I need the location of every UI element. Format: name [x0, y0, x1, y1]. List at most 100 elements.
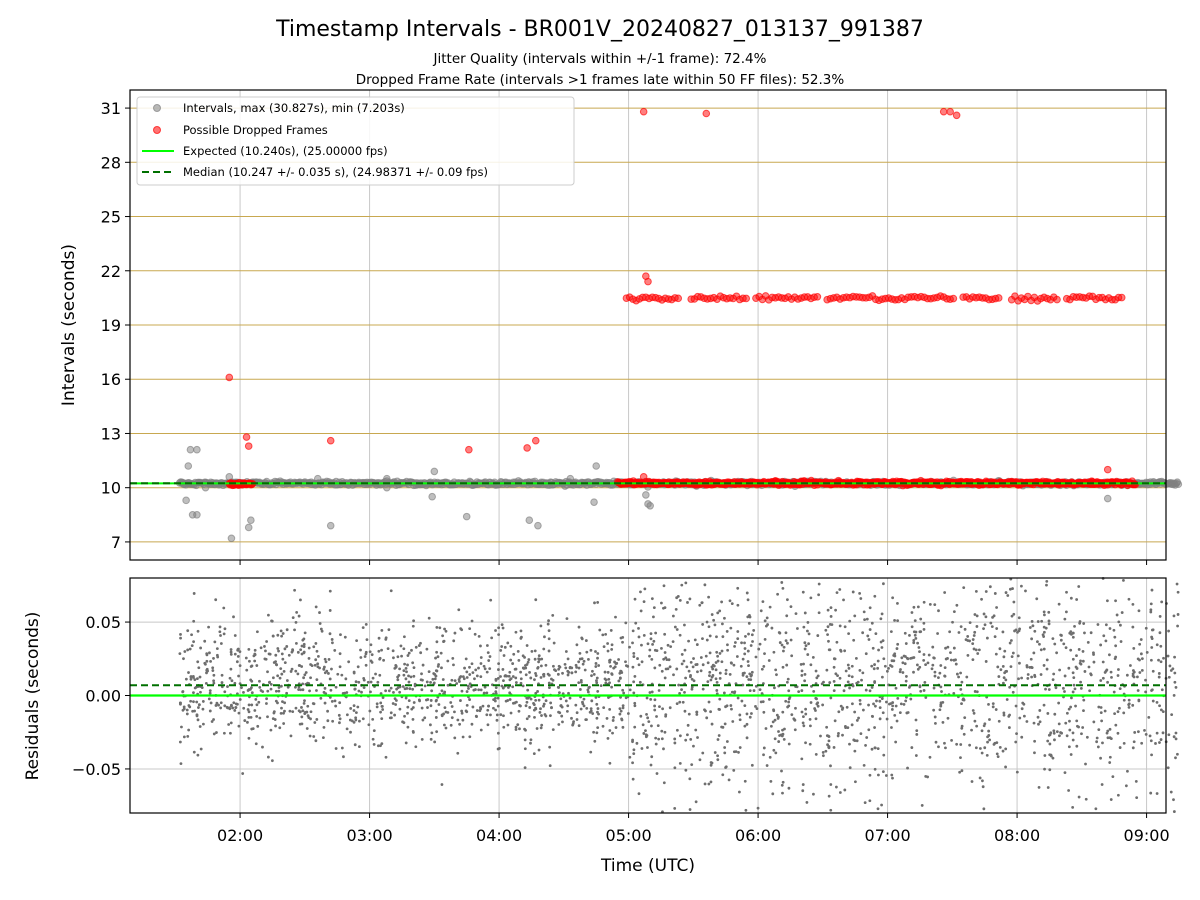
residual-point — [729, 704, 733, 707]
residual-point — [763, 638, 767, 641]
residual-point — [1097, 728, 1101, 732]
residual-point — [1075, 744, 1079, 748]
residual-point — [851, 590, 855, 594]
residual-point — [266, 689, 270, 693]
residual-point — [440, 713, 444, 717]
residual-point — [544, 699, 548, 703]
residual-point — [1018, 716, 1022, 720]
residual-point — [631, 777, 635, 781]
residual-point — [1086, 640, 1090, 644]
residual-point — [254, 742, 258, 746]
residual-point — [644, 729, 647, 733]
residual-point — [479, 662, 483, 665]
interval-point — [313, 474, 322, 483]
residual-point — [306, 704, 310, 708]
residual-point — [633, 701, 637, 705]
residual-point — [723, 616, 726, 620]
residual-point — [417, 644, 421, 647]
residual-point — [548, 745, 552, 749]
residual-point — [412, 666, 416, 670]
residual-point — [321, 736, 325, 740]
residual-point — [534, 674, 538, 678]
residual-point — [534, 707, 538, 711]
residual-point — [307, 656, 311, 660]
residual-point — [807, 642, 811, 646]
residual-point — [506, 699, 510, 702]
residual-point — [707, 595, 711, 599]
residual-point — [266, 670, 269, 674]
residual-point — [730, 707, 733, 711]
residual-point — [1167, 733, 1171, 737]
residual-point — [479, 644, 482, 648]
residual-point — [1131, 625, 1135, 629]
residual-point — [834, 672, 838, 676]
residual-point — [548, 686, 551, 690]
residual-point — [338, 665, 342, 669]
residual-point — [590, 699, 594, 703]
residual-point — [326, 709, 329, 713]
residual-point — [936, 632, 939, 635]
residual-point — [238, 650, 242, 654]
residual-point — [858, 702, 862, 706]
residual-point — [192, 592, 196, 595]
residual-point — [602, 645, 606, 649]
residual-point — [838, 791, 842, 794]
residual-point — [233, 652, 237, 656]
residual-point — [720, 649, 724, 653]
residual-point — [249, 678, 253, 682]
residual-point — [1068, 728, 1072, 732]
residual-point — [808, 717, 812, 721]
residual-point — [891, 776, 894, 780]
residual-point — [743, 641, 746, 645]
residual-point — [732, 750, 736, 754]
residual-point — [1176, 590, 1180, 594]
residual-point — [1077, 725, 1080, 729]
residual-point — [1155, 701, 1159, 704]
residual-point — [323, 671, 327, 675]
residual-point — [525, 700, 529, 704]
residual-point — [732, 768, 736, 772]
residual-point — [973, 719, 977, 723]
residual-point — [686, 723, 690, 727]
residual-point — [421, 678, 424, 682]
residual-point — [1100, 783, 1104, 786]
residual-point — [1161, 710, 1165, 714]
residual-point — [196, 660, 200, 664]
residual-point — [309, 717, 312, 721]
residual-point — [403, 687, 407, 691]
residual-point — [741, 657, 745, 661]
residual-point — [577, 681, 581, 685]
residual-point — [1074, 665, 1078, 669]
residual-point — [626, 712, 630, 715]
residual-point — [838, 588, 842, 591]
residual-point — [269, 687, 273, 691]
residual-point — [323, 686, 327, 690]
residual-point — [544, 714, 548, 718]
residual-point — [1150, 628, 1154, 632]
residual-point — [380, 717, 384, 721]
residual-point — [494, 677, 498, 681]
residual-point — [633, 725, 637, 729]
residual-point — [582, 704, 586, 708]
x-tick-label: 06:00 — [735, 826, 781, 845]
residual-point — [808, 742, 812, 746]
residual-point — [716, 738, 720, 741]
residual-point — [923, 680, 927, 684]
residual-point — [743, 647, 747, 650]
residual-point — [267, 652, 271, 656]
residual-point — [283, 701, 287, 705]
residual-point — [563, 662, 567, 666]
residual-point — [801, 721, 805, 725]
residual-point — [578, 651, 582, 655]
residual-point — [209, 659, 212, 663]
residual-point — [913, 633, 917, 637]
residual-point — [535, 727, 539, 730]
residual-point — [966, 653, 970, 657]
residual-point — [800, 757, 804, 761]
residual-point — [880, 646, 884, 649]
residual-point — [1030, 637, 1034, 641]
residual-point — [1159, 644, 1163, 648]
residual-point — [552, 641, 556, 645]
residual-point — [320, 629, 324, 633]
